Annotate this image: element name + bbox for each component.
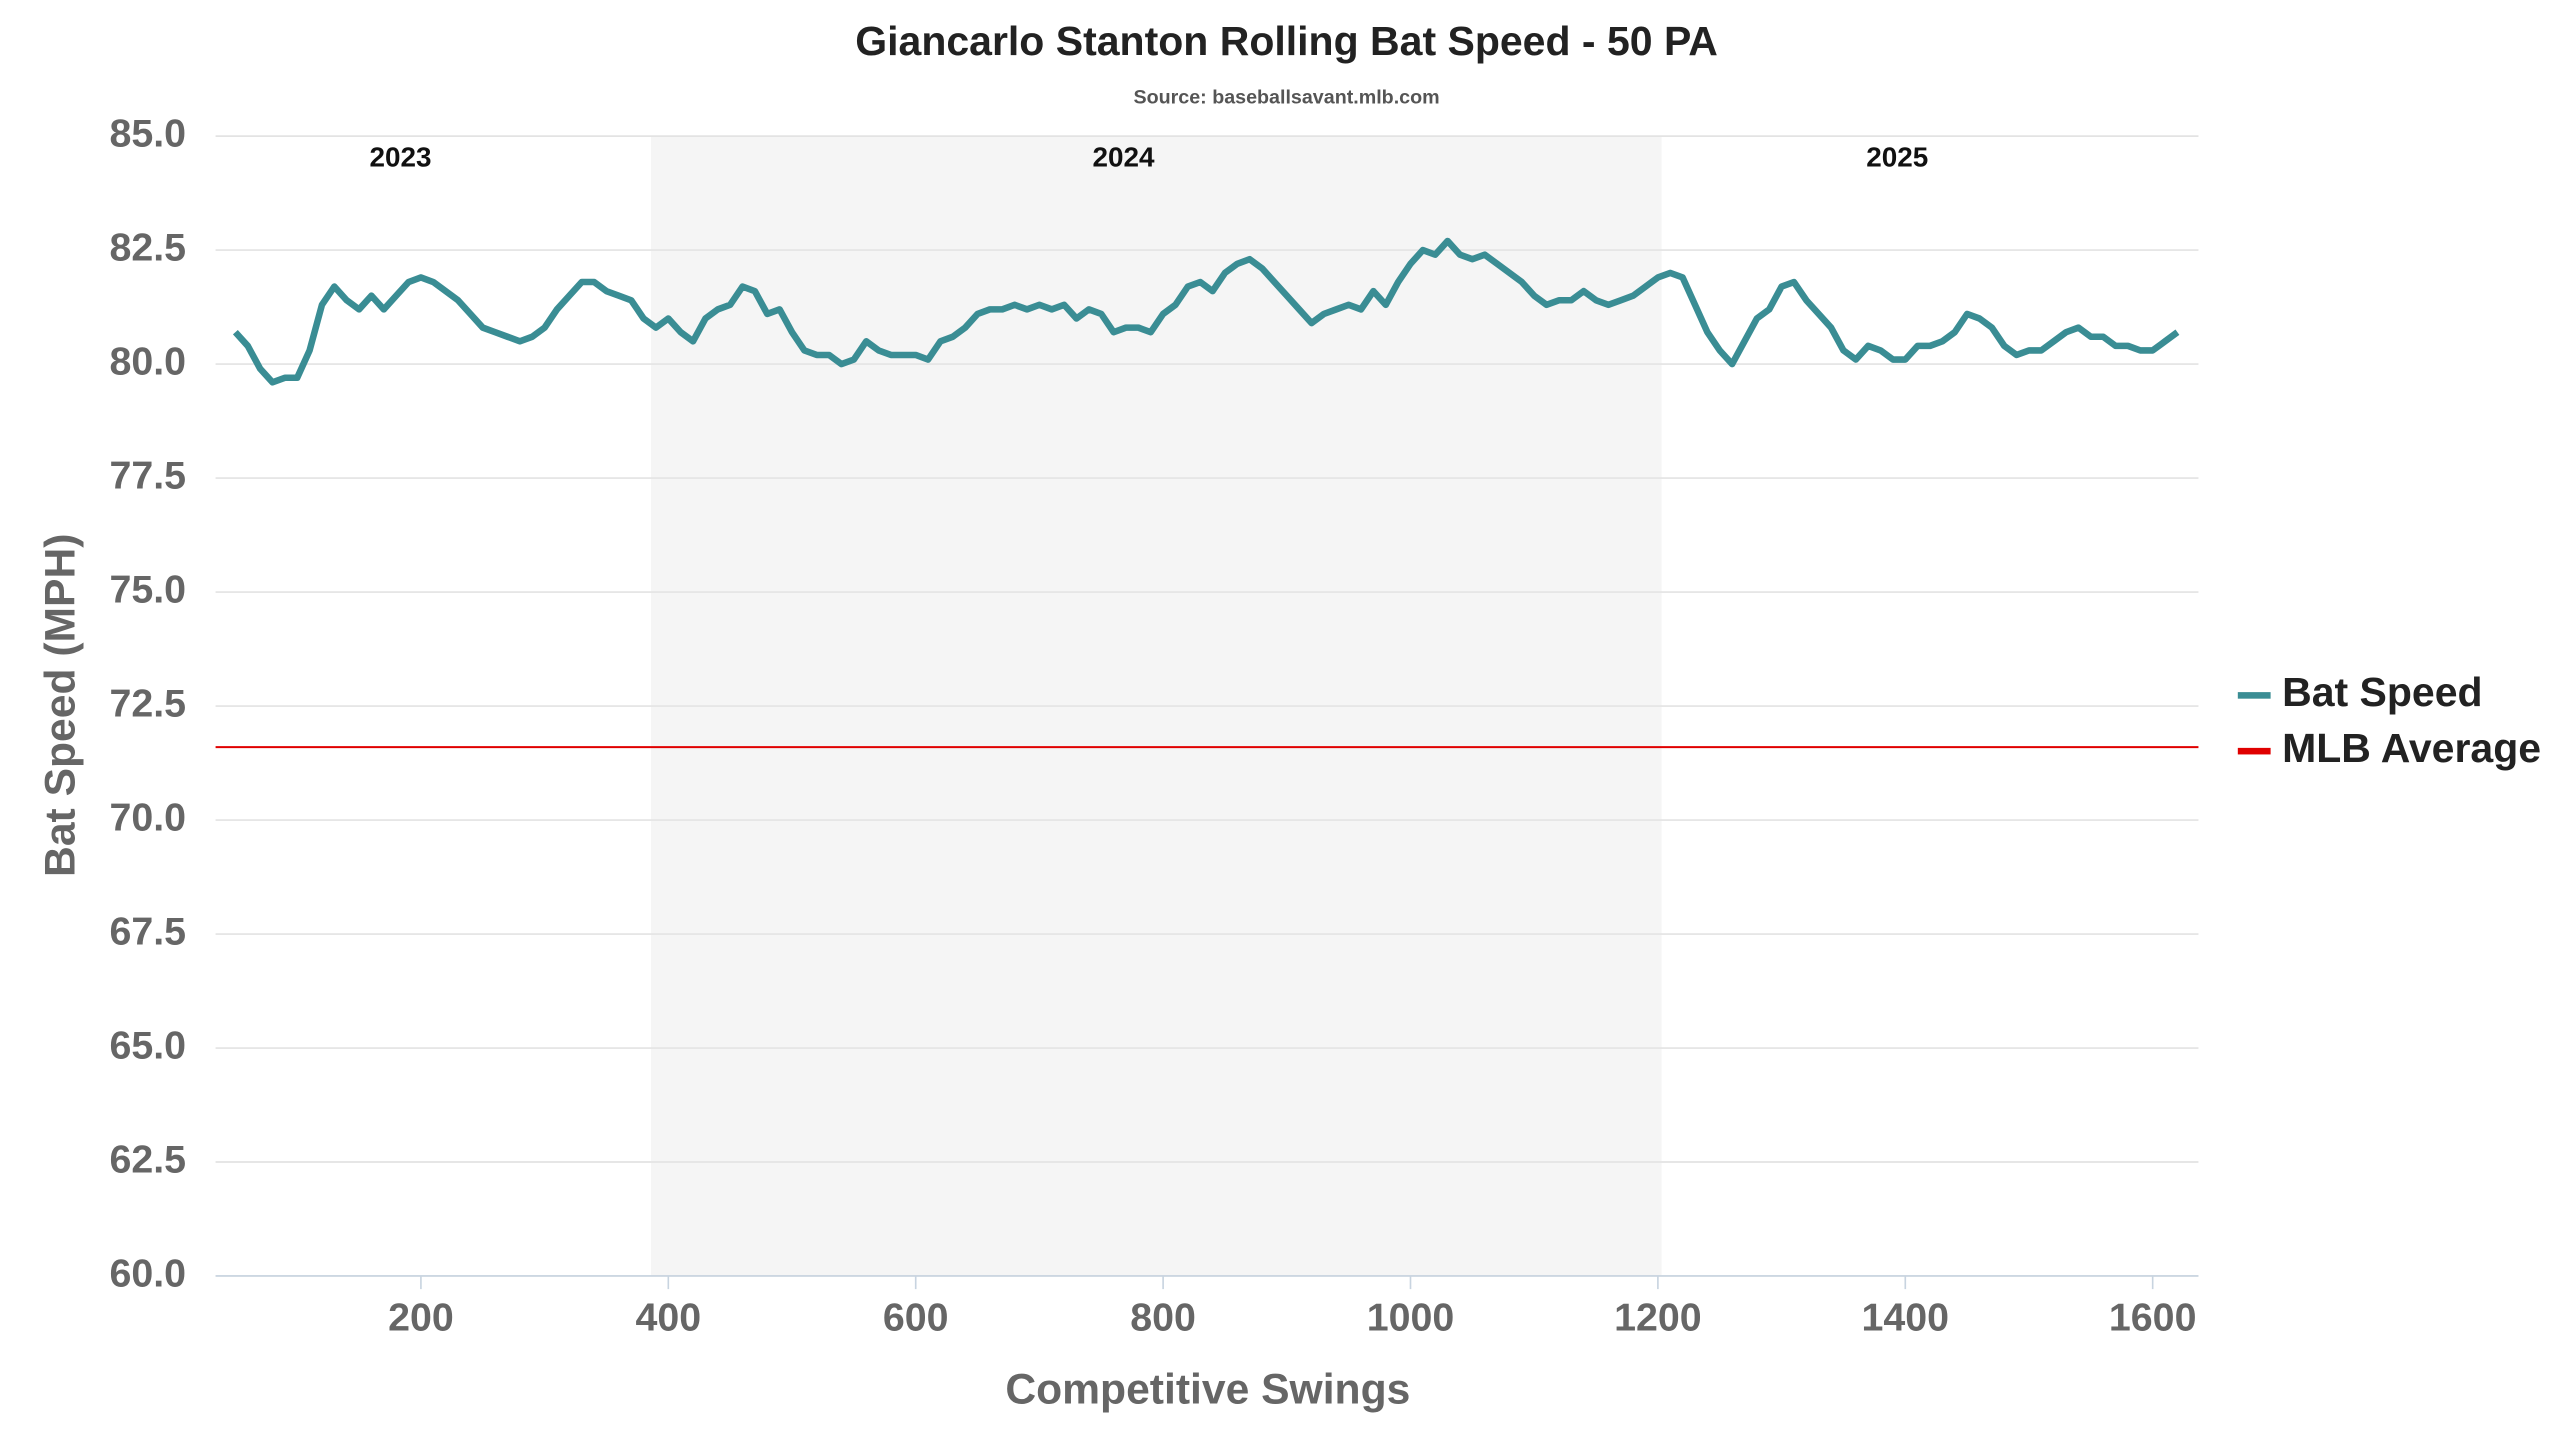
season-label: 2023 xyxy=(369,141,431,172)
season-label: 2025 xyxy=(1866,141,1928,172)
data-line xyxy=(232,237,2180,386)
x-tick-label: 200 xyxy=(388,1296,454,1340)
season-label: 2024 xyxy=(1092,141,1155,172)
x-tick-label: 800 xyxy=(1130,1296,1196,1340)
x-tick-label: 600 xyxy=(883,1296,949,1340)
x-axis-label: Competitive Swings xyxy=(1005,1366,1410,1414)
x-tick-label: 1600 xyxy=(2109,1296,2197,1340)
y-tick-label: 70.0 xyxy=(109,795,186,839)
legend-label: MLB Average xyxy=(2282,725,2541,771)
y-tick-label: 67.5 xyxy=(109,909,186,953)
x-tick-label: 1000 xyxy=(1367,1296,1455,1340)
legend-swatch xyxy=(2237,747,2271,755)
y-tick-label: 60.0 xyxy=(109,1251,186,1295)
chart-title: Giancarlo Stanton Rolling Bat Speed - 50… xyxy=(855,18,1718,64)
y-tick-label: 65.0 xyxy=(109,1023,186,1067)
x-tick-label: 1200 xyxy=(1614,1296,1702,1340)
y-tick-label: 85.0 xyxy=(109,112,186,156)
chart-subtitle: Source: baseballsavant.mlb.com xyxy=(1133,87,1439,109)
x-tick-label: 1400 xyxy=(1862,1296,1950,1340)
y-tick-label: 80.0 xyxy=(109,339,186,383)
y-tick-label: 62.5 xyxy=(109,1137,186,1181)
legend-swatch xyxy=(2237,692,2271,699)
y-tick-label: 82.5 xyxy=(109,226,186,270)
y-axis-label: Bat Speed (MPH) xyxy=(36,534,84,877)
legend-label: Bat Speed xyxy=(2282,669,2483,715)
y-tick-label: 72.5 xyxy=(109,681,186,725)
background xyxy=(215,135,2199,1277)
y-tick-label: 75.0 xyxy=(109,567,186,611)
y-tick-label: 77.5 xyxy=(109,453,186,497)
x-tick-label: 400 xyxy=(635,1296,701,1340)
